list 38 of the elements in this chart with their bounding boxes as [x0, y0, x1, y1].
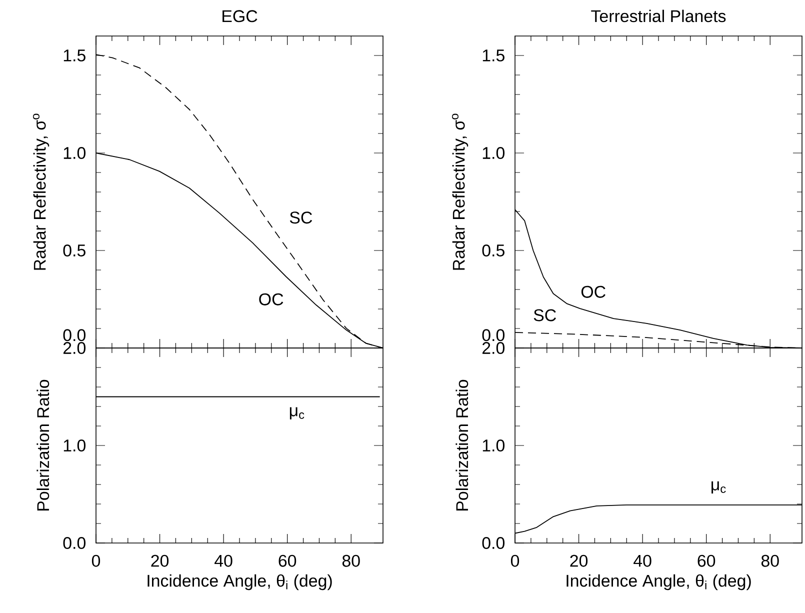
- y-tick-label: 0.0: [482, 537, 505, 549]
- y-tick-label: 1.0: [64, 146, 86, 159]
- x-tick-label: 20: [570, 554, 588, 567]
- x-tick-label: 0: [510, 554, 520, 567]
- y-axis-title: Radar Reflectivity, σ$^{o}$: [32, 114, 50, 270]
- y-tick-label: 1.0: [482, 146, 505, 159]
- annotation: OC: [259, 293, 284, 306]
- y-tick-label: 1.5: [64, 50, 86, 62]
- y-tick-label: 2.0: [482, 342, 505, 354]
- annotation: SC: [534, 309, 556, 322]
- chart-title: Terrestrial Planets: [591, 10, 726, 22]
- y-tick-label: 1.5: [482, 50, 504, 62]
- x-tick-label: 0: [92, 554, 100, 567]
- x-axis-title: Incidence Angle, θ$_{i}$ (deg): [148, 574, 332, 590]
- y-tick-label: 1.0: [64, 440, 86, 452]
- x-tick-label: 40: [214, 554, 232, 567]
- x-tick-label: 20: [151, 554, 169, 567]
- annotation: μ$_{c}$: [290, 407, 304, 420]
- y-tick-label: 0.5: [482, 244, 504, 256]
- y-tick-label: 2.0: [63, 342, 86, 354]
- chart-title: EGC: [222, 10, 258, 22]
- x-tick-label: 60: [278, 554, 296, 567]
- annotation: μ$_{c}$: [712, 481, 726, 494]
- y-tick-label: 0.0: [482, 329, 505, 342]
- y-axis-title: Polarization Ratio: [36, 380, 50, 510]
- y-tick-label: 0.5: [63, 244, 86, 256]
- y-tick-label: 1.0: [482, 440, 505, 452]
- x-tick-label: 40: [634, 554, 652, 567]
- x-tick-label: 80: [342, 554, 360, 567]
- x-axis-title: Incidence Angle, θ$_{i}$ (deg): [566, 574, 751, 590]
- y-tick-label: 0.0: [63, 329, 86, 342]
- annotation: OC: [581, 286, 606, 298]
- annotation: SC: [290, 212, 312, 224]
- y-axis-title: Polarization Ratio: [456, 380, 468, 510]
- y-tick-label: 0.0: [63, 537, 86, 549]
- y-axis-title: Radar Reflectivity, σ$^{o}$: [452, 114, 468, 270]
- x-tick-label: 80: [761, 554, 779, 567]
- x-tick-label: 60: [698, 554, 716, 567]
